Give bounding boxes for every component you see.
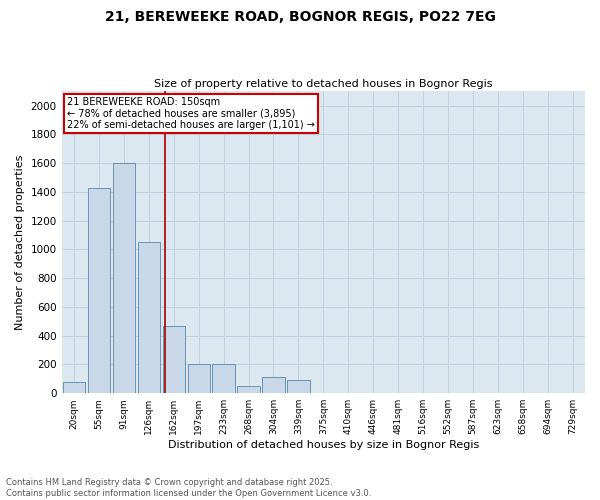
Bar	[262, 378, 285, 393]
Bar	[88, 188, 110, 393]
Bar	[137, 242, 160, 393]
X-axis label: Distribution of detached houses by size in Bognor Regis: Distribution of detached houses by size …	[168, 440, 479, 450]
Bar	[63, 382, 85, 393]
Title: Size of property relative to detached houses in Bognor Regis: Size of property relative to detached ho…	[154, 79, 493, 89]
Text: Contains HM Land Registry data © Crown copyright and database right 2025.
Contai: Contains HM Land Registry data © Crown c…	[6, 478, 371, 498]
Bar	[163, 326, 185, 393]
Bar	[188, 364, 210, 393]
Bar	[287, 380, 310, 393]
Y-axis label: Number of detached properties: Number of detached properties	[15, 154, 25, 330]
Bar	[238, 386, 260, 393]
Bar	[113, 163, 135, 393]
Bar	[212, 364, 235, 393]
Text: 21 BEREWEEKE ROAD: 150sqm
← 78% of detached houses are smaller (3,895)
22% of se: 21 BEREWEEKE ROAD: 150sqm ← 78% of detac…	[67, 97, 315, 130]
Text: 21, BEREWEEKE ROAD, BOGNOR REGIS, PO22 7EG: 21, BEREWEEKE ROAD, BOGNOR REGIS, PO22 7…	[104, 10, 496, 24]
